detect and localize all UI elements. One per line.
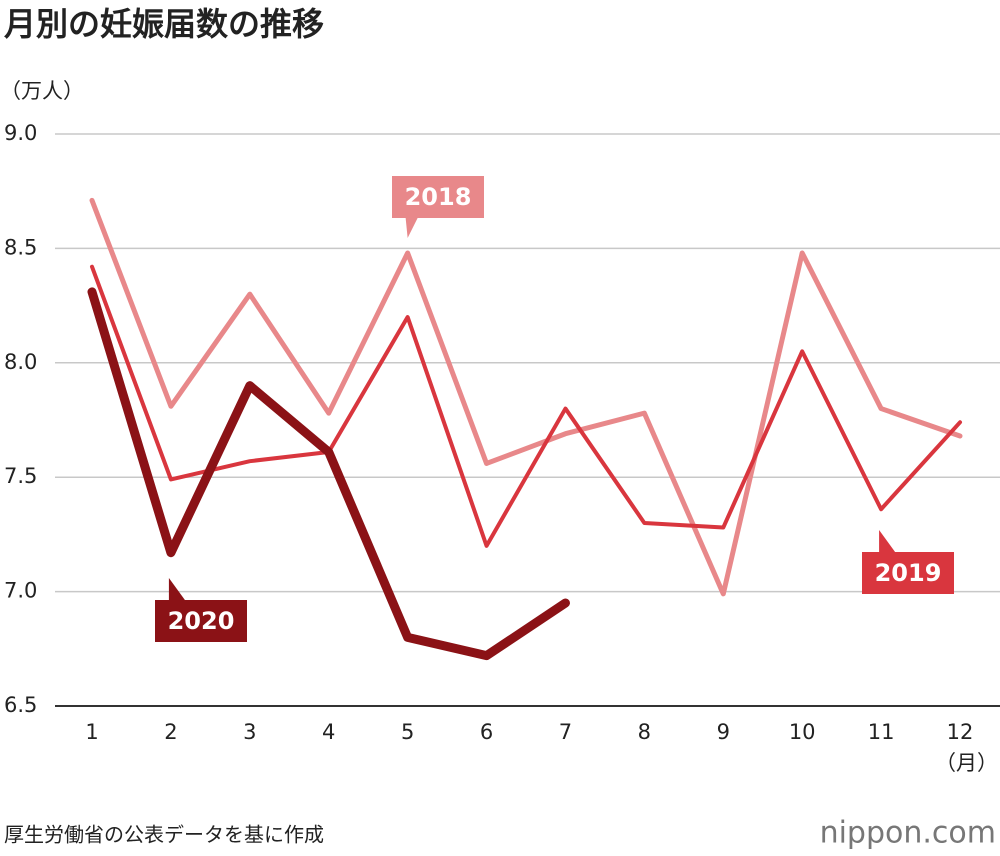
callout-pointer (879, 530, 896, 552)
y-tick-label: 7.5 (4, 464, 37, 488)
series-line (90, 264, 962, 548)
series-line (87, 287, 570, 661)
callout-pointer (405, 218, 418, 238)
y-axis-label: （万人） (0, 79, 84, 103)
x-tick-label: 1 (85, 720, 98, 744)
x-axis-label: （月） (935, 751, 998, 775)
legend-box (392, 176, 484, 218)
y-tick-label: 8.0 (4, 350, 37, 374)
legend-box (862, 552, 954, 594)
brand: nippon.com (820, 816, 996, 851)
legend-label: 2019 (875, 559, 942, 587)
legend-label: 2018 (405, 183, 472, 211)
x-tick-label: 11 (868, 720, 895, 744)
x-tick-label: 8 (638, 720, 651, 744)
x-tick-label: 5 (401, 720, 414, 744)
x-tick-label: 9 (717, 720, 730, 744)
source: 厚生労働省の公表データを基に作成 (4, 823, 324, 847)
y-tick-label: 6.5 (4, 693, 37, 717)
legend-box (155, 600, 247, 642)
chart-title: 月別の妊娠届数の推移 (4, 5, 324, 43)
callout-pointer (168, 578, 185, 600)
y-tick-label: 7.0 (4, 579, 37, 603)
x-tick-label: 7 (559, 720, 572, 744)
x-tick-label: 6 (480, 720, 493, 744)
y-tick-label: 9.0 (4, 121, 37, 145)
x-tick-label: 4 (322, 720, 335, 744)
legend-label: 2020 (168, 607, 235, 635)
y-tick-label: 8.5 (4, 235, 37, 259)
series-line (89, 197, 963, 597)
x-tick-label: 3 (243, 720, 256, 744)
x-tick-label: 12 (947, 720, 974, 744)
x-tick-label: 10 (789, 720, 816, 744)
x-tick-label: 2 (164, 720, 177, 744)
